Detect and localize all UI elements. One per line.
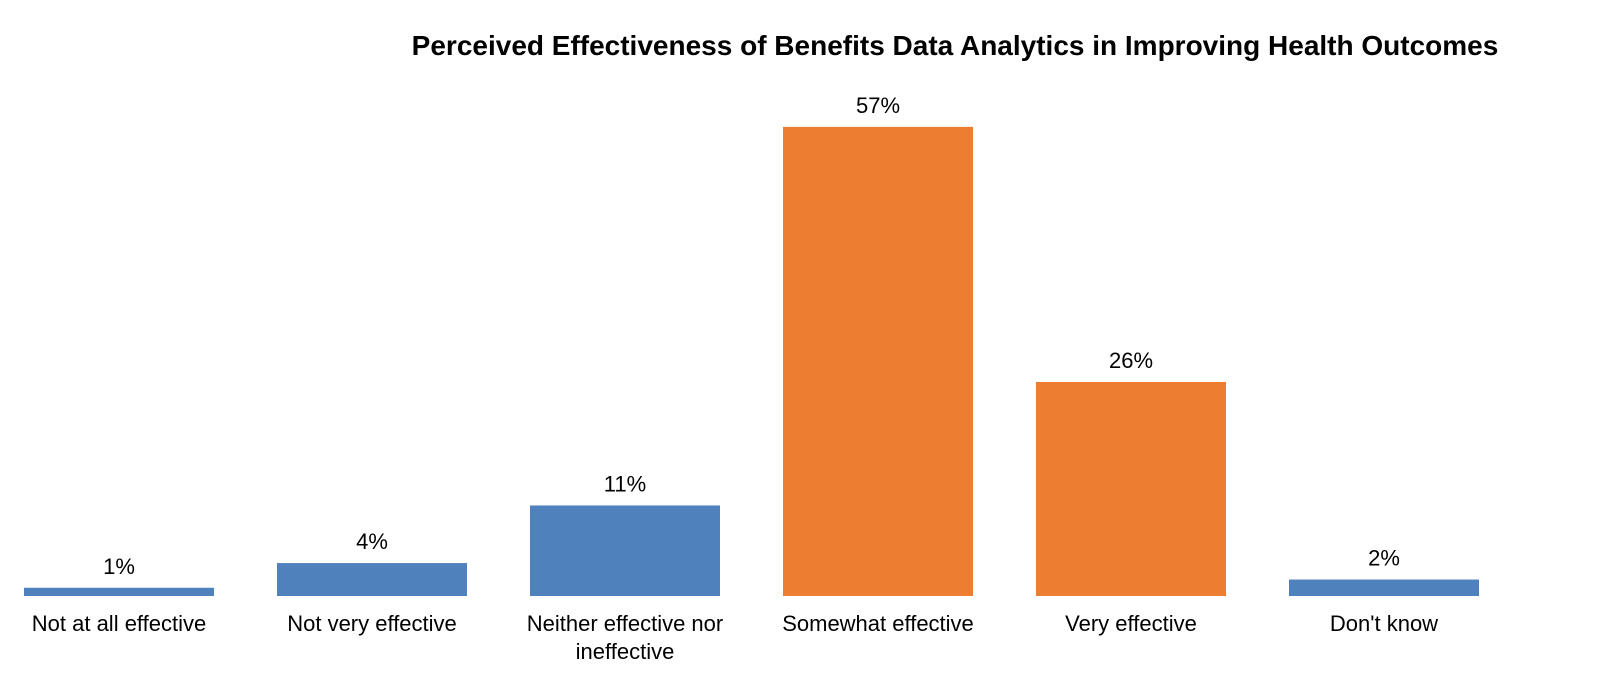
bar-5 bbox=[1036, 382, 1226, 596]
value-label-1: 1% bbox=[103, 554, 135, 579]
value-label-5: 26% bbox=[1109, 348, 1153, 373]
category-label-5: Very effective bbox=[1065, 611, 1197, 636]
value-label-6: 2% bbox=[1368, 546, 1400, 571]
category-label-6: Don't know bbox=[1330, 611, 1438, 636]
category-label-3: Neither effective nor ineffective bbox=[527, 611, 723, 664]
value-label-3: 11% bbox=[604, 471, 646, 496]
value-label-2: 4% bbox=[356, 529, 388, 554]
category-label-1: Not at all effective bbox=[32, 611, 206, 636]
category-label-4: Somewhat effective bbox=[782, 611, 974, 636]
bars-layer bbox=[24, 126, 1479, 596]
bar-1 bbox=[24, 587, 214, 596]
bar-4 bbox=[783, 126, 973, 596]
bar-2 bbox=[277, 563, 467, 596]
category-labels-layer: Not at all effective Not very effective Ne… bbox=[32, 611, 1438, 664]
value-labels-layer: 1% 4% 11% 57% 26% 2% bbox=[103, 93, 1400, 579]
bar-6 bbox=[1289, 579, 1479, 596]
value-label-4: 57% bbox=[856, 93, 900, 118]
chart-title: Perceived Effectiveness of Benefits Data… bbox=[411, 30, 1499, 61]
bar-3 bbox=[530, 505, 720, 596]
category-label-2: Not very effective bbox=[287, 611, 457, 636]
